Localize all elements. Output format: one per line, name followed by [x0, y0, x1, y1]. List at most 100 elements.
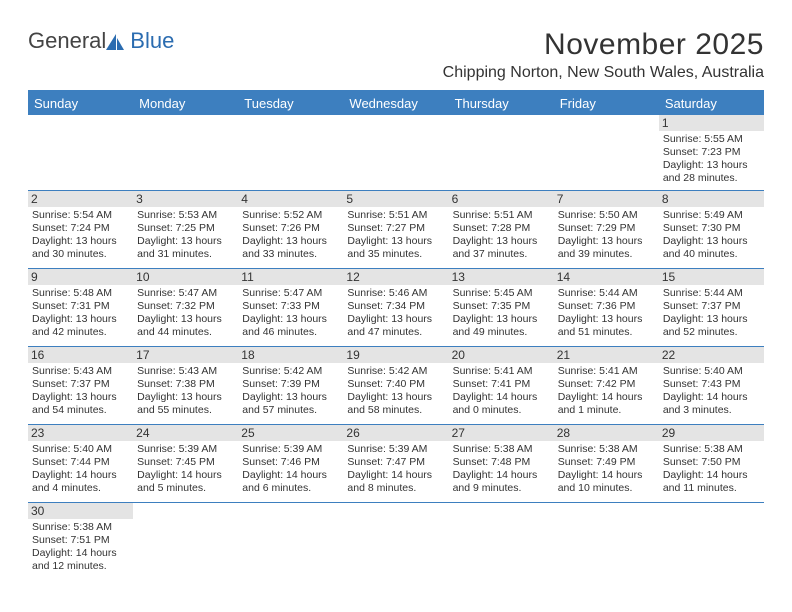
day-number: 22	[659, 347, 764, 363]
sunrise-text: Sunrise: 5:52 AM	[242, 209, 339, 222]
daylight-text: Daylight: 14 hours and 8 minutes.	[347, 469, 444, 495]
daylight-text: Daylight: 13 hours and 39 minutes.	[558, 235, 655, 261]
sunrise-text: Sunrise: 5:55 AM	[663, 133, 760, 146]
day-details: Sunrise: 5:43 AMSunset: 7:37 PMDaylight:…	[32, 365, 129, 418]
day-cell: 28Sunrise: 5:38 AMSunset: 7:49 PMDayligh…	[554, 424, 659, 502]
day-cell: 8 Sunrise: 5:49 AMSunset: 7:30 PMDaylight…	[659, 190, 764, 268]
day-details: Sunrise: 5:47 AMSunset: 7:32 PMDaylight:…	[137, 287, 234, 340]
day-cell: 17Sunrise: 5:43 AMSunset: 7:38 PMDayligh…	[133, 346, 238, 424]
daylight-text: Daylight: 13 hours and 52 minutes.	[663, 313, 760, 339]
day-cell: 23Sunrise: 5:40 AMSunset: 7:44 PMDayligh…	[28, 424, 133, 502]
sunrise-text: Sunrise: 5:40 AM	[32, 443, 129, 456]
sunset-text: Sunset: 7:24 PM	[32, 222, 129, 235]
day-number: 19	[343, 347, 448, 363]
day-number: 12	[343, 269, 448, 285]
day-details: Sunrise: 5:42 AMSunset: 7:39 PMDaylight:…	[242, 365, 339, 418]
day-cell	[238, 115, 343, 190]
day-cell: 24 Sunrise: 5:39 AMSunset: 7:45 PMDayligh…	[133, 424, 238, 502]
sunrise-text: Sunrise: 5:47 AM	[137, 287, 234, 300]
sunrise-text: Sunrise: 5:41 AM	[558, 365, 655, 378]
sunrise-text: Sunrise: 5:39 AM	[242, 443, 339, 456]
daylight-text: Daylight: 13 hours and 37 minutes.	[453, 235, 550, 261]
day-number: 6	[449, 191, 554, 207]
sunrise-text: Sunrise: 5:47 AM	[242, 287, 339, 300]
day-cell: 10Sunrise: 5:47 AMSunset: 7:32 PMDayligh…	[133, 268, 238, 346]
day-header: Wednesday	[343, 91, 448, 115]
week-row: 16Sunrise: 5:43 AMSunset: 7:37 PMDayligh…	[28, 346, 764, 424]
sunrise-text: Sunrise: 5:39 AM	[347, 443, 444, 456]
daylight-text: Daylight: 13 hours and 51 minutes.	[558, 313, 655, 339]
daylight-text: Daylight: 14 hours and 11 minutes.	[663, 469, 760, 495]
daylight-text: Daylight: 13 hours and 28 minutes.	[663, 159, 760, 185]
sunset-text: Sunset: 7:47 PM	[347, 456, 444, 469]
day-cell: 13Sunrise: 5:45 AMSunset: 7:35 PMDayligh…	[449, 268, 554, 346]
day-cell: 7Sunrise: 5:50 AMSunset: 7:29 PMDaylight…	[554, 190, 659, 268]
day-number: 2	[28, 191, 133, 207]
day-number: 1	[659, 115, 764, 131]
day-details: Sunrise: 5:41 AMSunset: 7:42 PMDaylight:…	[558, 365, 655, 418]
header: GeneralBlue November 2025 Chipping Norto…	[28, 28, 764, 82]
sunset-text: Sunset: 7:49 PM	[558, 456, 655, 469]
sunrise-text: Sunrise: 5:44 AM	[558, 287, 655, 300]
sunset-text: Sunset: 7:48 PM	[453, 456, 550, 469]
sunrise-text: Sunrise: 5:38 AM	[558, 443, 655, 456]
sunrise-text: Sunrise: 5:38 AM	[32, 521, 129, 534]
day-cell: 1Sunrise: 5:55 AMSunset: 7:23 PMDaylight…	[659, 115, 764, 190]
day-cell	[133, 502, 238, 580]
logo: GeneralBlue	[28, 28, 174, 54]
day-details: Sunrise: 5:51 AMSunset: 7:28 PMDaylight:…	[453, 209, 550, 262]
sunset-text: Sunset: 7:46 PM	[242, 456, 339, 469]
daylight-text: Daylight: 13 hours and 46 minutes.	[242, 313, 339, 339]
day-details: Sunrise: 5:54 AMSunset: 7:24 PMDaylight:…	[32, 209, 129, 262]
daylight-text: Daylight: 13 hours and 35 minutes.	[347, 235, 444, 261]
day-details: Sunrise: 5:49 AMSunset: 7:30 PMDaylight:…	[663, 209, 760, 262]
daylight-text: Daylight: 13 hours and 57 minutes.	[242, 391, 339, 417]
day-cell: 14Sunrise: 5:44 AMSunset: 7:36 PMDayligh…	[554, 268, 659, 346]
sunrise-text: Sunrise: 5:44 AM	[663, 287, 760, 300]
day-number: 30	[28, 503, 133, 519]
day-cell: 9Sunrise: 5:48 AMSunset: 7:31 PMDaylight…	[28, 268, 133, 346]
daylight-text: Daylight: 13 hours and 55 minutes.	[137, 391, 234, 417]
daylight-text: Daylight: 14 hours and 12 minutes.	[32, 547, 129, 573]
sunrise-text: Sunrise: 5:51 AM	[453, 209, 550, 222]
week-row: 2 Sunrise: 5:54 AMSunset: 7:24 PMDaylight…	[28, 190, 764, 268]
sunrise-text: Sunrise: 5:38 AM	[453, 443, 550, 456]
sunset-text: Sunset: 7:27 PM	[347, 222, 444, 235]
week-row: 23Sunrise: 5:40 AMSunset: 7:44 PMDayligh…	[28, 424, 764, 502]
day-details: Sunrise: 5:38 AMSunset: 7:49 PMDaylight:…	[558, 443, 655, 496]
day-details: Sunrise: 5:39 AMSunset: 7:45 PMDaylight:…	[137, 443, 234, 496]
day-number: 3	[133, 191, 238, 207]
day-details: Sunrise: 5:48 AMSunset: 7:31 PMDaylight:…	[32, 287, 129, 340]
day-cell: 16Sunrise: 5:43 AMSunset: 7:37 PMDayligh…	[28, 346, 133, 424]
daylight-text: Daylight: 13 hours and 42 minutes.	[32, 313, 129, 339]
day-header: Friday	[554, 91, 659, 115]
day-number: 27	[449, 425, 554, 441]
daylight-text: Daylight: 13 hours and 44 minutes.	[137, 313, 234, 339]
sunset-text: Sunset: 7:43 PM	[663, 378, 760, 391]
daylight-text: Daylight: 13 hours and 49 minutes.	[453, 313, 550, 339]
day-number: 24	[133, 425, 238, 441]
sunset-text: Sunset: 7:51 PM	[32, 534, 129, 547]
day-details: Sunrise: 5:53 AMSunset: 7:25 PMDaylight:…	[137, 209, 234, 262]
sunset-text: Sunset: 7:29 PM	[558, 222, 655, 235]
day-number: 21	[554, 347, 659, 363]
day-details: Sunrise: 5:50 AMSunset: 7:29 PMDaylight:…	[558, 209, 655, 262]
week-row: 1Sunrise: 5:55 AMSunset: 7:23 PMDaylight…	[28, 115, 764, 190]
sunset-text: Sunset: 7:41 PM	[453, 378, 550, 391]
sunset-text: Sunset: 7:45 PM	[137, 456, 234, 469]
daylight-text: Daylight: 13 hours and 54 minutes.	[32, 391, 129, 417]
day-number: 8	[659, 191, 764, 207]
logo-general: General	[28, 28, 106, 54]
day-header: Saturday	[659, 91, 764, 115]
sunset-text: Sunset: 7:39 PM	[242, 378, 339, 391]
sunrise-text: Sunrise: 5:53 AM	[137, 209, 234, 222]
day-cell	[343, 502, 448, 580]
day-details: Sunrise: 5:38 AMSunset: 7:50 PMDaylight:…	[663, 443, 760, 496]
sunset-text: Sunset: 7:30 PM	[663, 222, 760, 235]
daylight-text: Daylight: 13 hours and 58 minutes.	[347, 391, 444, 417]
day-details: Sunrise: 5:39 AMSunset: 7:46 PMDaylight:…	[242, 443, 339, 496]
day-details: Sunrise: 5:38 AMSunset: 7:51 PMDaylight:…	[32, 521, 129, 574]
day-number: 14	[554, 269, 659, 285]
calendar-table: Sunday Monday Tuesday Wednesday Thursday…	[28, 90, 764, 580]
day-header: Thursday	[449, 91, 554, 115]
